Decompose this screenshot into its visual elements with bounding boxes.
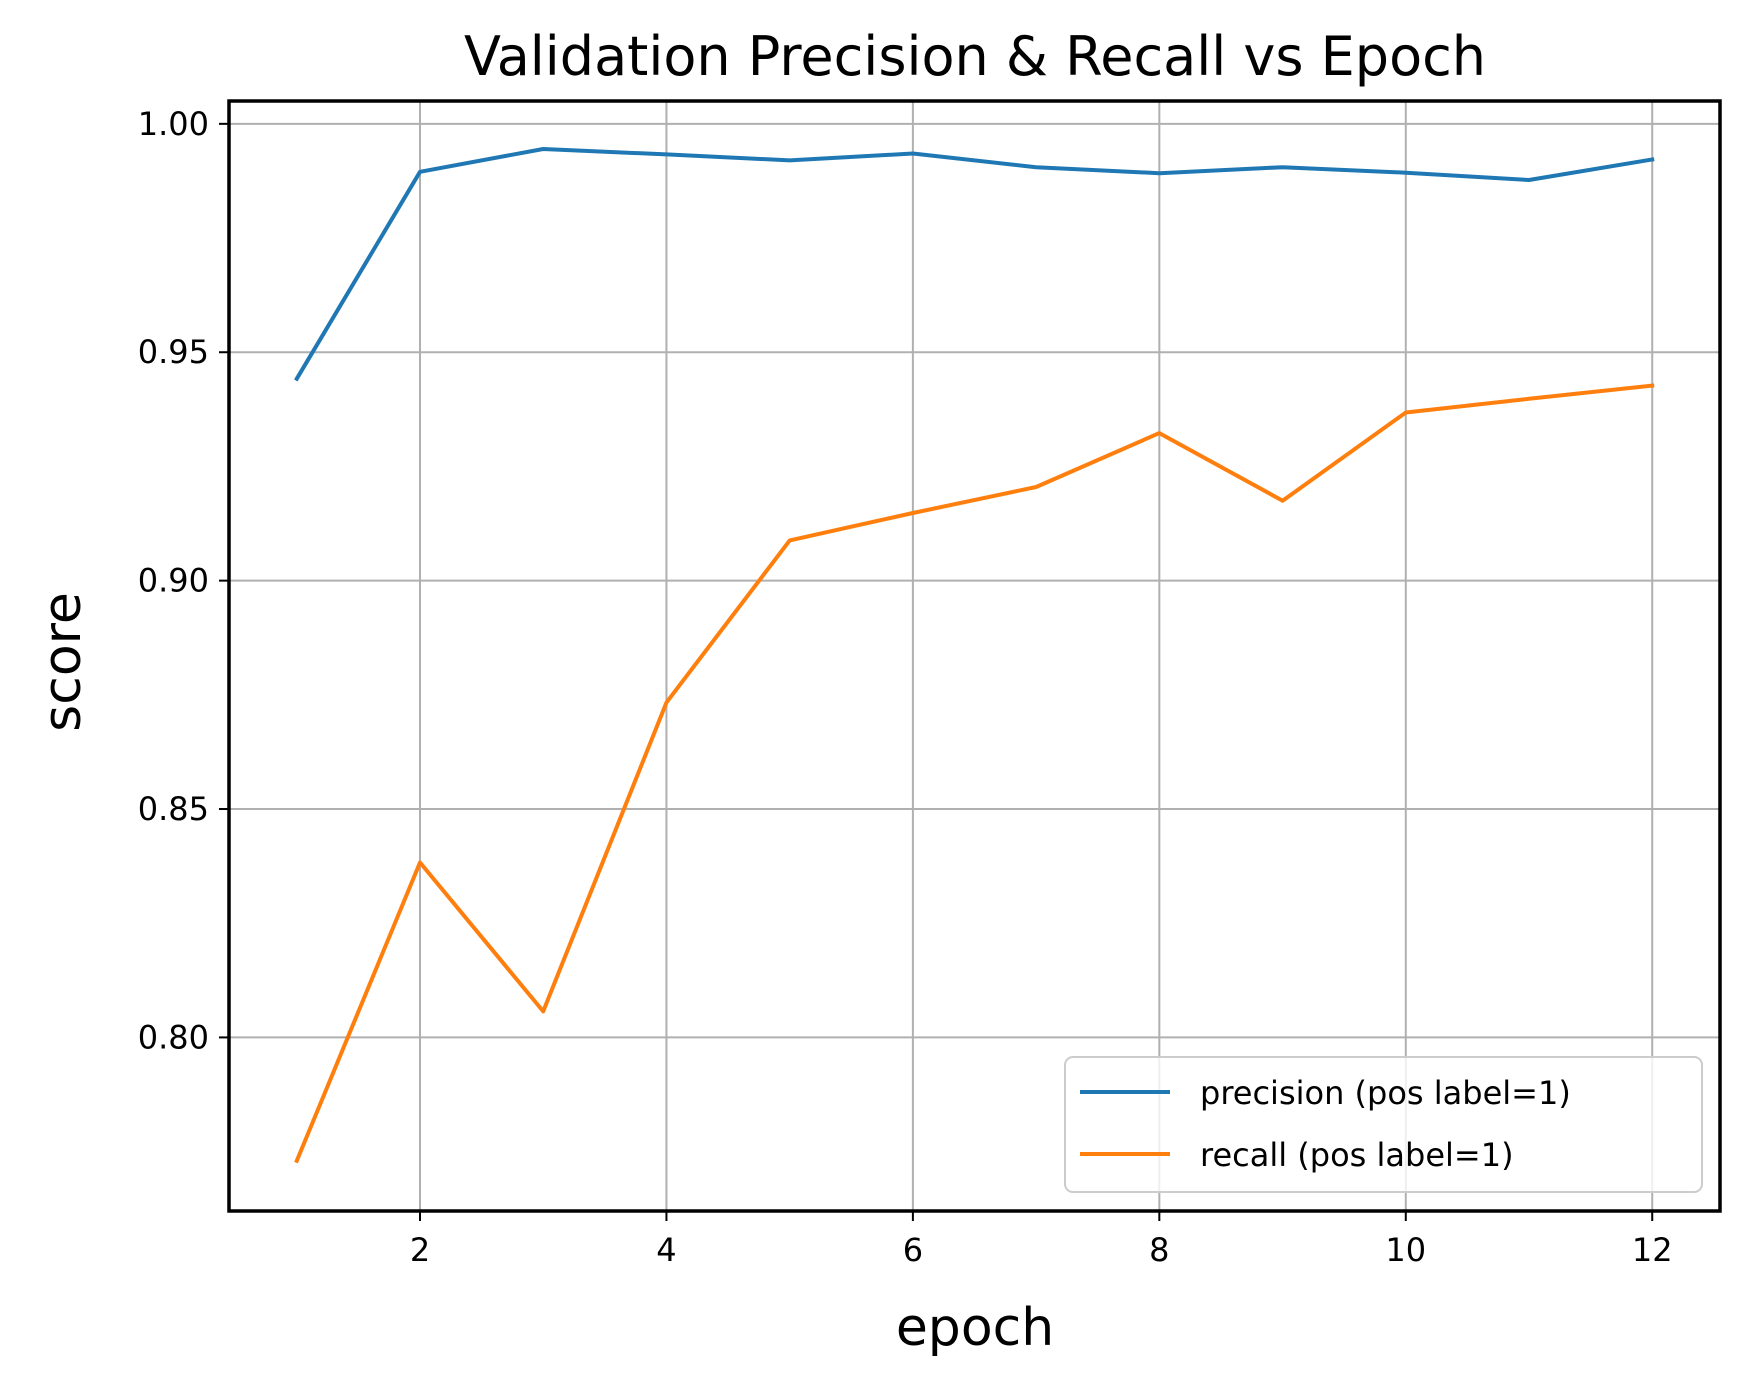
x-axis-label: epoch [896, 1298, 1054, 1358]
y-axis-ticks: 0.80 0.85 0.90 0.95 1.00 [138, 105, 229, 1056]
x-tick-label: 2 [410, 1231, 430, 1269]
grid [229, 101, 1720, 1211]
legend: precision (pos label=1) recall (pos labe… [1064, 1056, 1703, 1193]
y-axis-label: score [33, 592, 93, 732]
x-tick-label: 4 [656, 1231, 676, 1269]
series-group [294, 147, 1655, 1164]
x-tick-label: 6 [903, 1231, 923, 1269]
x-tick-label: 10 [1385, 1231, 1426, 1269]
y-tick-label: 0.95 [138, 333, 209, 371]
legend-box [1064, 1056, 1703, 1193]
legend-label-precision: precision (pos label=1) [1200, 1074, 1571, 1112]
plot-frame [227, 99, 1722, 1213]
y-tick-label: 0.85 [138, 790, 209, 828]
series-line-precision [294, 147, 1655, 382]
legend-label-recall: recall (pos label=1) [1200, 1136, 1514, 1174]
y-tick-label: 1.00 [138, 105, 209, 143]
x-tick-label: 12 [1632, 1231, 1673, 1269]
x-tick-label: 8 [1149, 1231, 1169, 1269]
series-line-recall [294, 383, 1655, 1164]
y-tick-label: 0.80 [138, 1018, 209, 1056]
x-axis-ticks: 2 4 6 8 10 12 [410, 1211, 1673, 1269]
y-tick-label: 0.90 [138, 562, 209, 600]
chart-title: Validation Precision & Recall vs Epoch [464, 25, 1486, 88]
